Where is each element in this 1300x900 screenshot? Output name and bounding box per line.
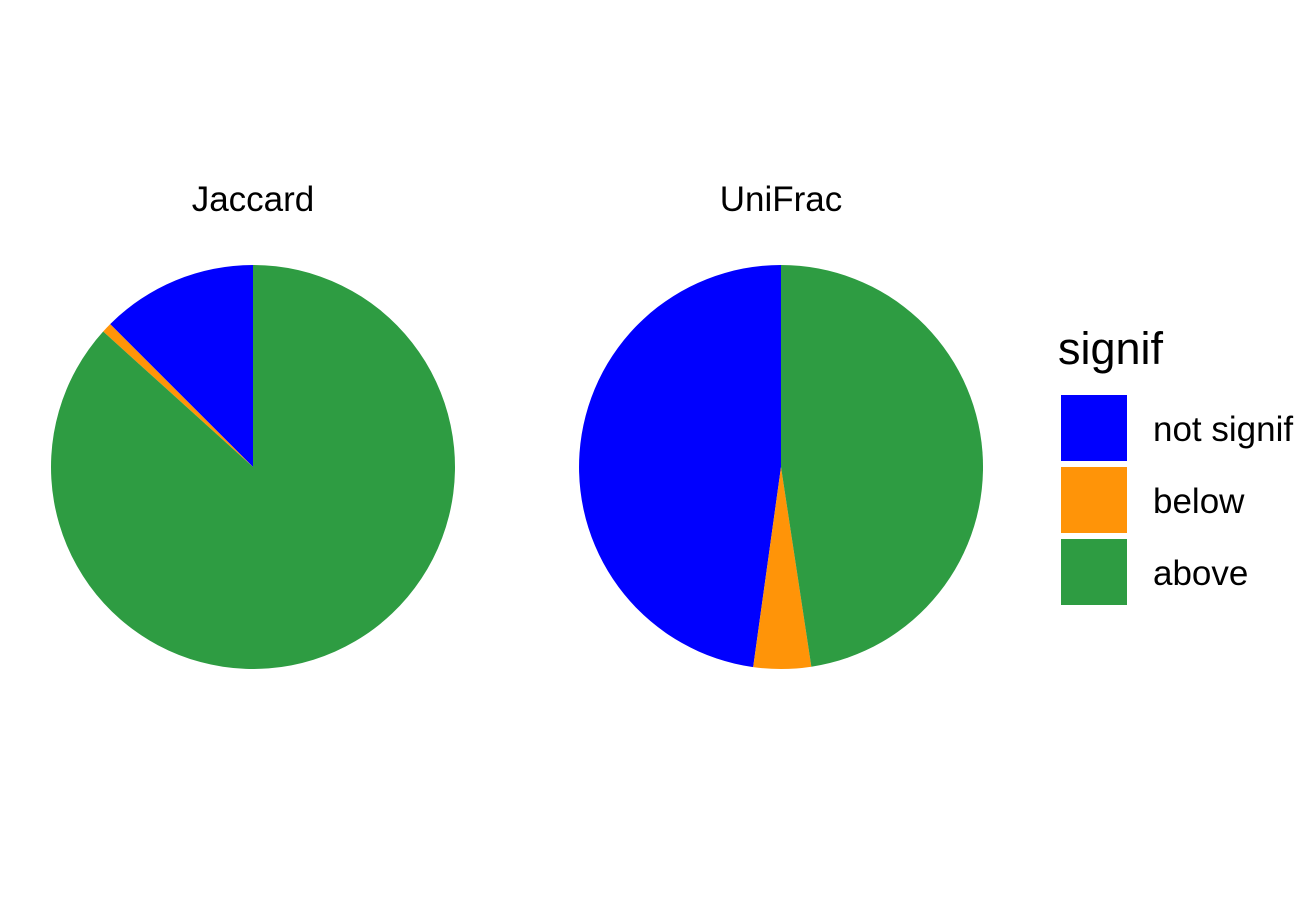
facet-jaccard: Jaccard [51, 180, 456, 669]
pie-slice-jaccard-not-signif [110, 265, 253, 467]
legend: signif not signif below above [1058, 323, 1293, 605]
legend-item-above: above [1061, 539, 1248, 605]
legend-swatch-below [1061, 467, 1127, 533]
legend-swatch-not-signif [1061, 395, 1127, 461]
pie-slice-jaccard-above [51, 265, 456, 669]
legend-title: signif [1058, 323, 1164, 374]
legend-label-not-signif: not signif [1153, 410, 1293, 449]
facet-unifrac: UniFrac [579, 180, 984, 669]
pie-slice-unifrac-above [781, 265, 984, 667]
pie-unifrac [579, 265, 984, 669]
facet-title-unifrac: UniFrac [720, 180, 843, 219]
facet-title-jaccard: Jaccard [192, 180, 315, 219]
pie-slice-jaccard-below [103, 324, 253, 467]
pie-jaccard [51, 265, 456, 669]
legend-item-below: below [1061, 467, 1245, 533]
legend-item-not-signif: not signif [1061, 395, 1293, 461]
pie-slice-unifrac-not-signif [579, 265, 781, 668]
legend-swatch-above [1061, 539, 1127, 605]
legend-label-above: above [1153, 554, 1248, 593]
legend-label-below: below [1153, 482, 1245, 521]
pie-slice-unifrac-below [753, 467, 812, 669]
